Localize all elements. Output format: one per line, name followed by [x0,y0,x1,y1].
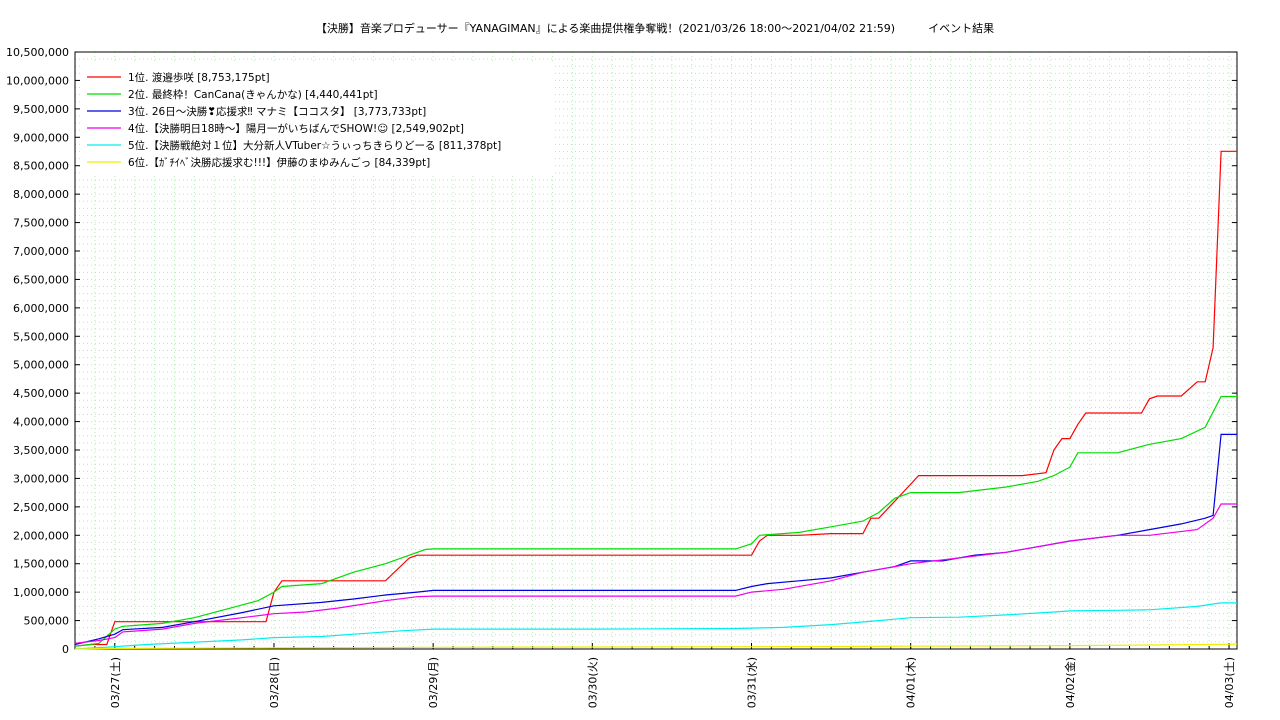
legend-entry-label: 5位.【決勝戦絶対１位】大分新人VTuber☆うぃっちきらりどーる [811,3… [128,139,501,152]
y-tick-label: 7,500,000 [13,217,69,230]
series-line-1 [74,150,1237,647]
x-tick-label: 04/01(木) [905,657,918,708]
series-line-5 [74,602,1237,650]
legend-entry-label: 6位.【ｶﾞﾁｲﾍﾞ決勝応援求む!!!】伊藤のまゆみんごっ [84,339pt] [128,156,430,169]
y-tick-label: 9,000,000 [13,131,69,144]
y-tick-label: 1,500,000 [13,558,69,571]
x-tick-label: 03/27(土) [109,657,122,708]
y-tick-label: 6,500,000 [13,273,69,286]
legend-entry-label: 2位. 最終枠！CanCana(きゃんかな) [4,440,441pt] [128,88,378,101]
legend-entry-label: 4位.【決勝明日18時〜】陽月一がいちばんでSHOW!☺ [2,549,902p… [128,122,464,135]
y-tick-label: 6,000,000 [13,302,69,315]
y-tick-label: 500,000 [24,615,70,628]
series-line-4 [74,503,1237,644]
y-tick-label: 8,500,000 [13,160,69,173]
legend-entry-label: 3位. 26日〜決勝❣応援求‼ マナミ【ココスタ】 [3,773,733pt] [128,105,426,118]
x-tick-label: 04/02(金) [1063,657,1077,708]
y-tick-label: 2,000,000 [13,529,69,542]
x-tick-label: 03/30(火) [586,657,599,708]
series-lines [74,150,1238,650]
x-axis: 03/27(土) 03/28(日) 03/29(月) 03/30(火) 03/31(水)… [74,643,1236,708]
series-line-2 [74,395,1237,647]
y-axis: 0 500,000 1,000,000 1,500,000 2,000,000 2,500… [6,46,1237,656]
y-tick-label: 8,000,000 [13,188,69,201]
y-tick-label: 2,500,000 [13,501,69,514]
y-tick-label: 3,000,000 [13,472,69,485]
legend: 1位. 渡邉歩咲 [8,753,175pt] 2位. 最終枠！CanCana(きゃ… [80,64,555,176]
y-tick-label: 5,000,000 [13,359,69,372]
series-line-3 [74,433,1237,646]
legend-background [80,64,555,176]
y-tick-label: 7,000,000 [13,245,69,258]
series-line-6 [74,643,1238,650]
y-tick-label: 10,500,000 [6,46,69,59]
x-tick-label: 03/29(月) [427,657,440,708]
x-tick-label: 03/28(日) [268,657,281,708]
y-tick-label: 4,000,000 [13,416,69,429]
x-tick-label: 04/03(土) [1223,657,1236,708]
y-tick-label: 3,500,000 [13,444,69,457]
y-tick-label: 0 [62,643,69,656]
plot-frame [74,51,1238,650]
y-tick-label: 1,000,000 [13,586,69,599]
y-tick-label: 9,500,000 [13,103,69,116]
grid [74,51,1237,650]
plot-border [74,51,1238,650]
x-tick-label: 03/31(水) [746,657,759,708]
chart-title: 【決勝】音楽プロデューサー『YANAGIMAN』による楽曲提供権争奪戦！(202… [315,22,995,35]
y-tick-label: 10,000,000 [6,74,69,87]
y-tick-label: 4,500,000 [13,387,69,400]
y-tick-label: 5,500,000 [13,330,69,343]
legend-entry-label: 1位. 渡邉歩咲 [8,753,175pt] [128,71,270,84]
